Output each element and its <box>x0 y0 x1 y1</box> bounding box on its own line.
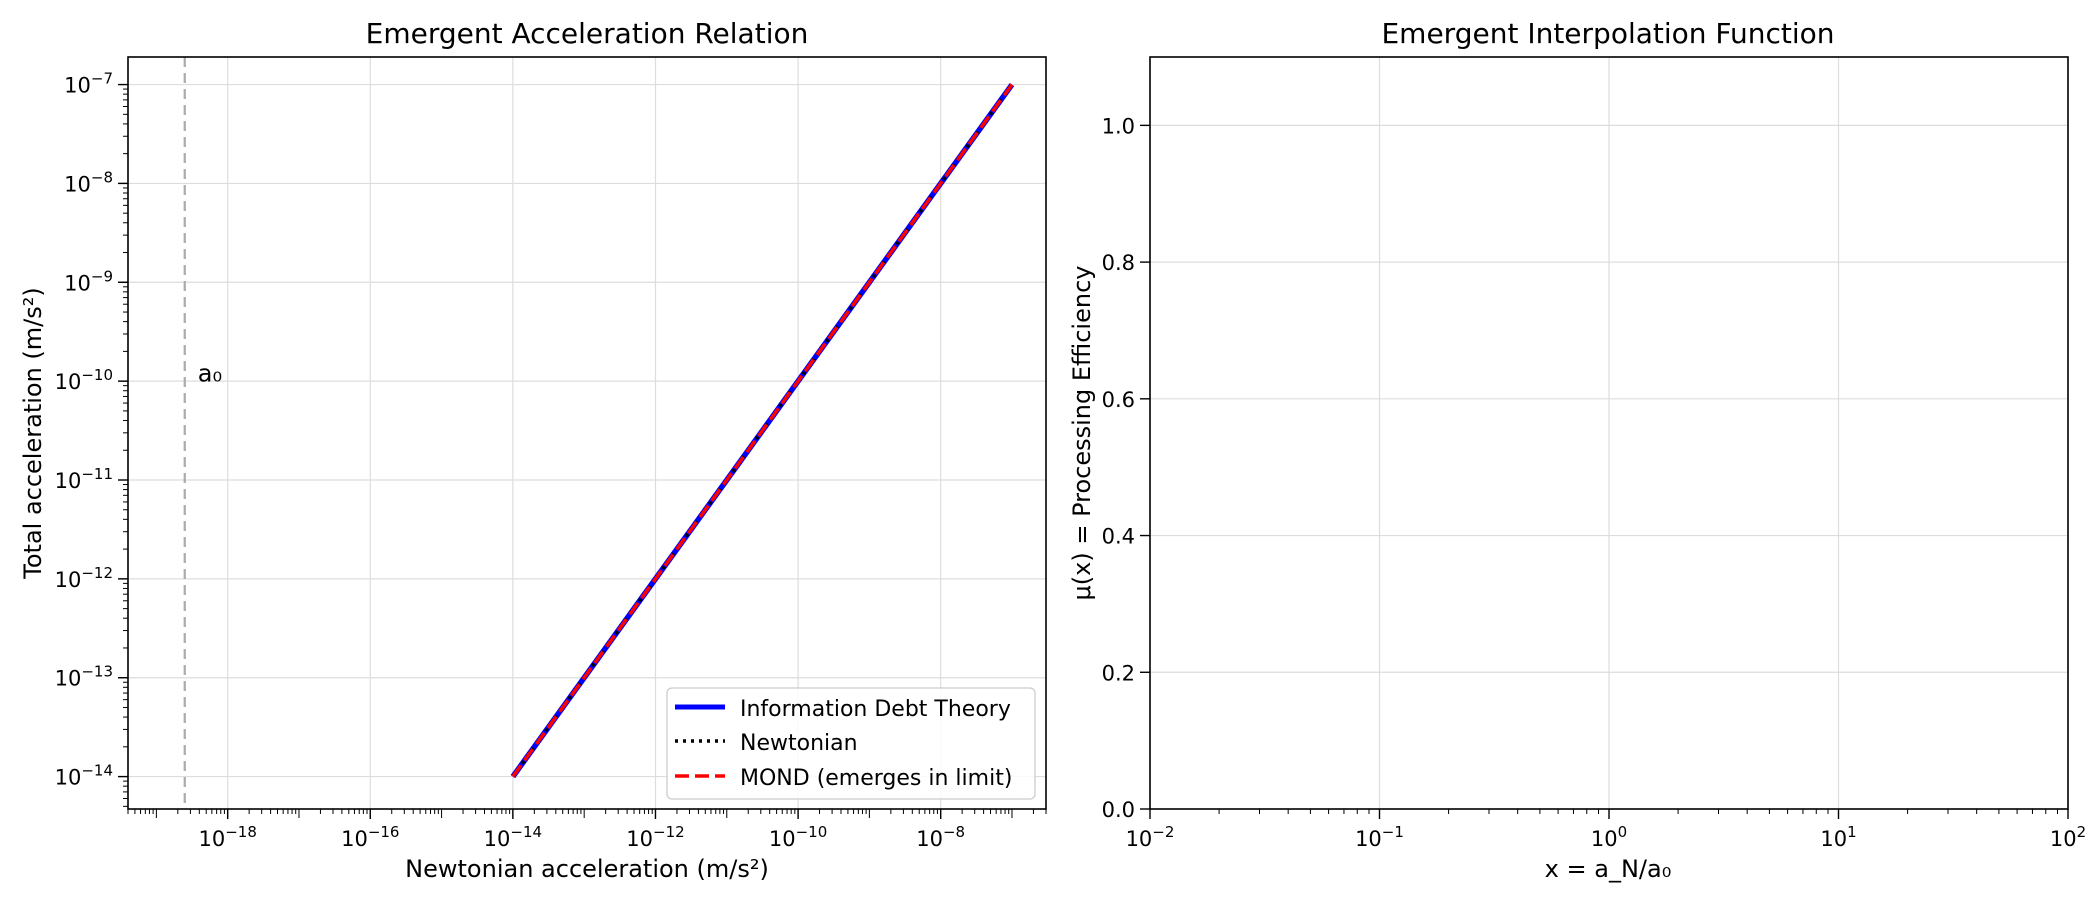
legend-label-newtonian: Newtonian <box>740 731 858 756</box>
x-tick-label: 10−14 <box>484 823 542 851</box>
y-tick-label: 10−10 <box>55 366 113 394</box>
y-tick-label: 10−14 <box>55 762 113 790</box>
chart2-grid <box>1149 57 2069 810</box>
x-tick-label: 10−16 <box>341 823 399 851</box>
chart1-title: Emergent Acceleration Relation <box>366 17 809 50</box>
y-tick-label: 10−7 <box>64 70 113 98</box>
x-tick-label: 10−12 <box>626 823 684 851</box>
x-tick-label: 10−10 <box>769 823 827 851</box>
y-tick-label: 10−9 <box>64 267 113 295</box>
legend-label-mond: MOND (emerges in limit) <box>740 766 1012 791</box>
y-tick-label: 10−8 <box>64 168 113 196</box>
chart1-y-ticks: 10−14 10−13 10−12 10−11 10−10 10−9 10−8 10−7 <box>55 70 128 807</box>
x-tick-label: 10−1 <box>1355 823 1404 851</box>
legend-box <box>666 687 1036 800</box>
x-tick-label: 102 <box>2050 823 2086 851</box>
chart2-x-ticks: 10−2 10−1 100 101 102 <box>1126 809 2086 851</box>
acceleration-relation-chart: Emergent Acceleration Relation 10−18 10−1… <box>19 17 1047 883</box>
y-tick-label: 0.8 <box>1102 251 1135 275</box>
y-tick-label: 10−13 <box>55 663 113 691</box>
y-tick-label: 10−11 <box>55 465 113 493</box>
chart2-y-axis-label: μ(x) = Processing Efficiency <box>1068 266 1096 601</box>
x-tick-label: 10−2 <box>1126 823 1175 851</box>
y-tick-label: 0.2 <box>1102 661 1135 685</box>
a0-label: a₀ <box>198 359 222 387</box>
series-mond-line <box>511 83 1014 778</box>
chart2-y-ticks: 0.0 0.2 0.4 0.6 0.8 1.0 <box>1102 114 1150 822</box>
chart1-y-axis-label: Total acceleration (m/s²) <box>19 287 47 579</box>
y-tick-label: 0.6 <box>1102 388 1135 412</box>
chart1-x-axis-label: Newtonian acceleration (m/s²) <box>405 855 769 883</box>
chart1-legend: Information Debt Theory Newtonian MOND (… <box>666 687 1036 800</box>
chart1-series <box>510 82 1015 779</box>
y-tick-label: 10−12 <box>55 564 113 592</box>
chart2-title: Emergent Interpolation Function <box>1381 17 1834 50</box>
y-tick-label: 0.4 <box>1102 525 1135 549</box>
chart2-x-axis-label: x = a_N/a₀ <box>1545 855 1672 883</box>
x-tick-label: 101 <box>1820 823 1856 851</box>
chart1-x-ticks: 10−18 10−16 10−14 10−12 10−10 10−8 <box>127 809 1047 851</box>
y-tick-label: 1.0 <box>1102 114 1135 138</box>
y-tick-label: 0.0 <box>1102 798 1135 822</box>
x-tick-label: 10−18 <box>198 823 256 851</box>
interpolation-function-chart: Emergent Interpolation Function 10−2 10−1… <box>1068 17 2086 883</box>
legend-label-information-debt: Information Debt Theory <box>740 697 1011 722</box>
x-tick-label: 100 <box>1591 823 1627 851</box>
x-tick-label: 10−8 <box>916 823 965 851</box>
